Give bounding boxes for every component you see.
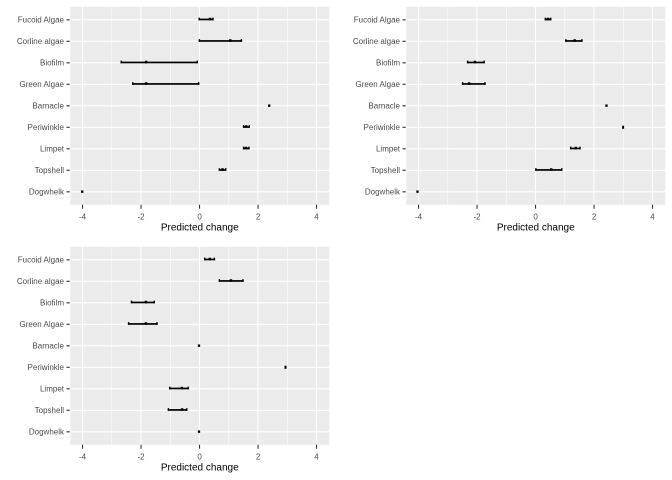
svg-text:Predicted change: Predicted change [161,222,239,233]
svg-text:Limpet: Limpet [40,385,65,394]
svg-text:2: 2 [256,452,261,461]
svg-text:-2: -2 [137,212,145,221]
svg-text:2: 2 [256,212,261,221]
svg-text:-4: -4 [415,212,423,221]
svg-text:Periwinkle: Periwinkle [28,363,65,372]
svg-text:Fucoid Algae: Fucoid Algae [18,16,65,25]
svg-text:-4: -4 [79,452,87,461]
svg-text:Biofilm: Biofilm [40,299,64,308]
svg-text:0: 0 [197,452,202,461]
svg-text:Green Algae: Green Algae [20,80,65,89]
svg-text:Limpet: Limpet [40,145,65,154]
svg-text:Topshell: Topshell [35,166,65,175]
svg-text:Fucoid Algae: Fucoid Algae [18,256,65,265]
svg-text:Predicted change: Predicted change [497,222,575,233]
svg-text:0: 0 [197,212,202,221]
svg-text:Biofilm: Biofilm [376,59,400,68]
svg-text:Predicted change: Predicted change [161,462,239,473]
svg-text:-4: -4 [79,212,87,221]
svg-text:Corline algae: Corline algae [17,277,65,286]
svg-text:4: 4 [314,452,319,461]
svg-text:4: 4 [314,212,319,221]
svg-text:Biofilm: Biofilm [40,59,64,68]
svg-text:Green Algae: Green Algae [20,320,65,329]
svg-text:Topshell: Topshell [35,406,65,415]
svg-text:-2: -2 [137,452,145,461]
svg-text:Corline algae: Corline algae [353,37,401,46]
svg-text:Limpet: Limpet [376,145,401,154]
svg-text:2: 2 [592,212,597,221]
svg-text:Fucoid Algae: Fucoid Algae [354,16,401,25]
svg-text:Dogwhelk: Dogwhelk [29,188,65,197]
svg-text:Corline algae: Corline algae [17,37,65,46]
svg-text:Barnacle: Barnacle [32,342,64,351]
svg-text:-2: -2 [473,212,481,221]
svg-text:4: 4 [650,212,655,221]
svg-text:Periwinkle: Periwinkle [28,123,65,132]
svg-text:Dogwhelk: Dogwhelk [29,428,65,437]
svg-text:Dogwhelk: Dogwhelk [365,188,401,197]
svg-text:Barnacle: Barnacle [368,102,400,111]
svg-text:Barnacle: Barnacle [32,102,64,111]
svg-text:Topshell: Topshell [371,166,401,175]
svg-text:Periwinkle: Periwinkle [364,123,401,132]
svg-text:0: 0 [533,212,538,221]
svg-text:Green Algae: Green Algae [356,80,401,89]
